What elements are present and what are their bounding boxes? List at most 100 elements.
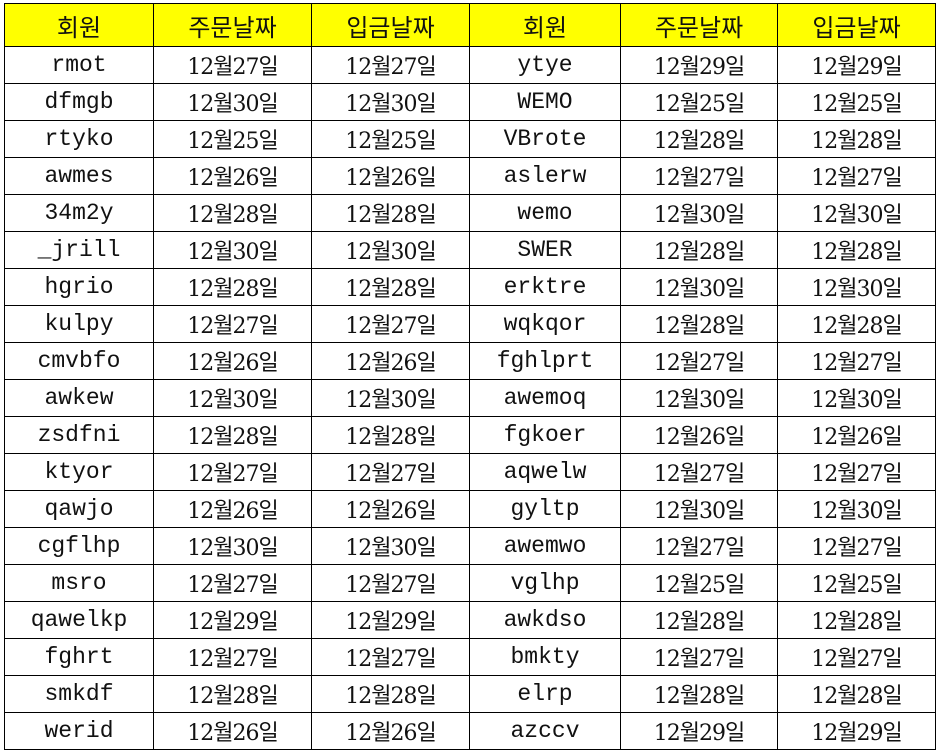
order-date-cell[interactable]: 12월29일 <box>153 601 312 639</box>
payment-date-cell[interactable]: 12월29일 <box>311 601 470 639</box>
member-cell[interactable]: vglhp <box>469 564 621 602</box>
member-cell[interactable]: aslerw <box>469 157 621 195</box>
payment-date-cell[interactable]: 12월28일 <box>311 416 470 454</box>
member-cell[interactable]: fgkoer <box>469 416 621 454</box>
order-date-cell[interactable]: 12월30일 <box>153 83 312 121</box>
order-date-cell[interactable]: 12월29일 <box>620 712 778 750</box>
payment-date-cell[interactable]: 12월25일 <box>777 83 936 121</box>
member-cell[interactable]: awemwo <box>469 527 621 565</box>
member-cell[interactable]: qawjo <box>4 490 154 528</box>
order-date-cell[interactable]: 12월26일 <box>153 712 312 750</box>
payment-date-cell[interactable]: 12월29일 <box>777 712 936 750</box>
order-date-cell[interactable]: 12월30일 <box>620 194 778 232</box>
order-date-cell[interactable]: 12월26일 <box>153 342 312 380</box>
member-cell[interactable]: erktre <box>469 268 621 306</box>
member-cell[interactable]: kulpy <box>4 305 154 343</box>
header-cell-payment-date[interactable]: 입금날짜 <box>311 3 470 47</box>
payment-date-cell[interactable]: 12월30일 <box>777 194 936 232</box>
member-cell[interactable]: awmes <box>4 157 154 195</box>
payment-date-cell[interactable]: 12월30일 <box>777 379 936 417</box>
order-date-cell[interactable]: 12월30일 <box>153 527 312 565</box>
payment-date-cell[interactable]: 12월26일 <box>777 416 936 454</box>
order-date-cell[interactable]: 12월27일 <box>620 453 778 491</box>
order-date-cell[interactable]: 12월27일 <box>620 157 778 195</box>
order-date-cell[interactable]: 12월26일 <box>153 157 312 195</box>
order-date-cell[interactable]: 12월28일 <box>153 416 312 454</box>
member-cell[interactable]: dfmgb <box>4 83 154 121</box>
member-cell[interactable]: awkew <box>4 379 154 417</box>
member-cell[interactable]: gyltp <box>469 490 621 528</box>
order-date-cell[interactable]: 12월27일 <box>153 638 312 676</box>
order-date-cell[interactable]: 12월27일 <box>153 305 312 343</box>
header-cell-member[interactable]: 회원 <box>469 3 621 47</box>
payment-date-cell[interactable]: 12월30일 <box>777 268 936 306</box>
order-date-cell[interactable]: 12월30일 <box>153 379 312 417</box>
payment-date-cell[interactable]: 12월27일 <box>311 564 470 602</box>
payment-date-cell[interactable]: 12월29일 <box>777 46 936 84</box>
member-cell[interactable]: hgrio <box>4 268 154 306</box>
member-cell[interactable]: rtyko <box>4 120 154 158</box>
payment-date-cell[interactable]: 12월27일 <box>777 342 936 380</box>
payment-date-cell[interactable]: 12월28일 <box>777 675 936 713</box>
order-date-cell[interactable]: 12월25일 <box>153 120 312 158</box>
order-date-cell[interactable]: 12월26일 <box>153 490 312 528</box>
payment-date-cell[interactable]: 12월30일 <box>777 490 936 528</box>
order-date-cell[interactable]: 12월27일 <box>153 46 312 84</box>
member-cell[interactable]: wqkqor <box>469 305 621 343</box>
payment-date-cell[interactable]: 12월27일 <box>777 638 936 676</box>
payment-date-cell[interactable]: 12월28일 <box>777 120 936 158</box>
member-cell[interactable]: fghlprt <box>469 342 621 380</box>
order-date-cell[interactable]: 12월27일 <box>620 342 778 380</box>
member-cell[interactable]: wemo <box>469 194 621 232</box>
order-date-cell[interactable]: 12월26일 <box>620 416 778 454</box>
member-cell[interactable]: elrp <box>469 675 621 713</box>
payment-date-cell[interactable]: 12월28일 <box>777 231 936 269</box>
order-date-cell[interactable]: 12월28일 <box>153 194 312 232</box>
header-cell-order-date[interactable]: 주문날짜 <box>153 3 312 47</box>
payment-date-cell[interactable]: 12월26일 <box>311 712 470 750</box>
payment-date-cell[interactable]: 12월26일 <box>311 490 470 528</box>
order-date-cell[interactable]: 12월28일 <box>153 675 312 713</box>
order-date-cell[interactable]: 12월28일 <box>153 268 312 306</box>
member-cell[interactable]: aqwelw <box>469 453 621 491</box>
order-date-cell[interactable]: 12월27일 <box>153 453 312 491</box>
payment-date-cell[interactable]: 12월28일 <box>311 675 470 713</box>
payment-date-cell[interactable]: 12월28일 <box>777 601 936 639</box>
payment-date-cell[interactable]: 12월27일 <box>777 527 936 565</box>
order-date-cell[interactable]: 12월30일 <box>153 231 312 269</box>
member-cell[interactable]: WEMO <box>469 83 621 121</box>
member-cell[interactable]: awemoq <box>469 379 621 417</box>
header-cell-order-date[interactable]: 주문날짜 <box>620 3 778 47</box>
order-date-cell[interactable]: 12월28일 <box>620 675 778 713</box>
member-cell[interactable]: bmkty <box>469 638 621 676</box>
order-date-cell[interactable]: 12월29일 <box>620 46 778 84</box>
member-cell[interactable]: qawelkp <box>4 601 154 639</box>
member-cell[interactable]: awkdso <box>469 601 621 639</box>
payment-date-cell[interactable]: 12월27일 <box>777 453 936 491</box>
order-date-cell[interactable]: 12월28일 <box>620 120 778 158</box>
payment-date-cell[interactable]: 12월25일 <box>777 564 936 602</box>
order-date-cell[interactable]: 12월27일 <box>620 638 778 676</box>
order-date-cell[interactable]: 12월28일 <box>620 601 778 639</box>
order-date-cell[interactable]: 12월25일 <box>620 564 778 602</box>
member-cell[interactable]: 34m2y <box>4 194 154 232</box>
member-cell[interactable]: cmvbfo <box>4 342 154 380</box>
payment-date-cell[interactable]: 12월30일 <box>311 231 470 269</box>
member-cell[interactable]: werid <box>4 712 154 750</box>
payment-date-cell[interactable]: 12월28일 <box>777 305 936 343</box>
order-date-cell[interactable]: 12월30일 <box>620 379 778 417</box>
payment-date-cell[interactable]: 12월26일 <box>311 342 470 380</box>
payment-date-cell[interactable]: 12월30일 <box>311 527 470 565</box>
order-date-cell[interactable]: 12월27일 <box>153 564 312 602</box>
member-cell[interactable]: VBrote <box>469 120 621 158</box>
member-cell[interactable]: msro <box>4 564 154 602</box>
payment-date-cell[interactable]: 12월28일 <box>311 194 470 232</box>
header-cell-payment-date[interactable]: 입금날짜 <box>777 3 936 47</box>
payment-date-cell[interactable]: 12월27일 <box>311 46 470 84</box>
member-cell[interactable]: ytye <box>469 46 621 84</box>
member-cell[interactable]: rmot <box>4 46 154 84</box>
payment-date-cell[interactable]: 12월30일 <box>311 83 470 121</box>
payment-date-cell[interactable]: 12월28일 <box>311 268 470 306</box>
payment-date-cell[interactable]: 12월27일 <box>777 157 936 195</box>
member-cell[interactable]: cgflhp <box>4 527 154 565</box>
